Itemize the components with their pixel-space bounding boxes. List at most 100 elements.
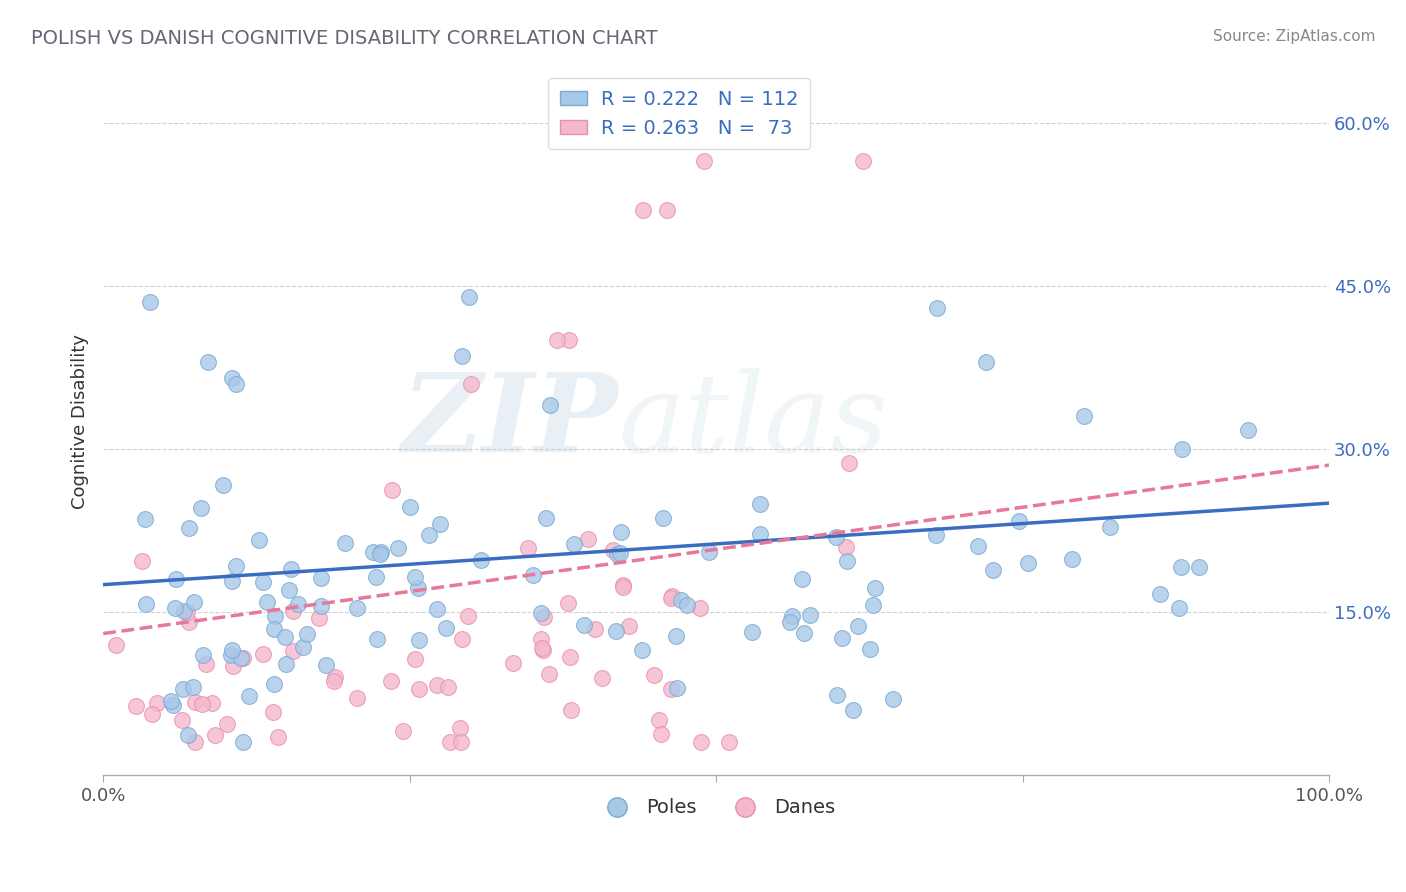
Point — [308, 611, 330, 625]
Point — [470, 552, 492, 566]
Point — [779, 615, 801, 629]
Point — [125, 699, 148, 714]
Point — [426, 677, 449, 691]
Point — [221, 643, 243, 657]
Point — [295, 626, 318, 640]
Point — [560, 650, 582, 665]
Point — [323, 674, 346, 689]
Point — [225, 376, 247, 391]
Point — [825, 530, 848, 544]
Point — [793, 626, 815, 640]
Point — [104, 638, 127, 652]
Point — [1060, 552, 1083, 566]
Point — [135, 597, 157, 611]
Point — [380, 674, 402, 689]
Point — [1167, 601, 1189, 615]
Point — [831, 631, 853, 645]
Point — [232, 735, 254, 749]
Point — [661, 589, 683, 603]
Point — [190, 500, 212, 515]
Point — [1171, 442, 1194, 456]
Point — [538, 667, 561, 681]
Point — [145, 696, 167, 710]
Point — [404, 570, 426, 584]
Point — [195, 657, 218, 671]
Point — [437, 680, 460, 694]
Point — [572, 618, 595, 632]
Point — [643, 667, 665, 681]
Point — [560, 703, 582, 717]
Y-axis label: Cognitive Disability: Cognitive Disability — [72, 334, 89, 509]
Point — [540, 398, 562, 412]
Point — [1149, 587, 1171, 601]
Point — [612, 580, 634, 594]
Point — [292, 640, 315, 654]
Point — [647, 713, 669, 727]
Point — [717, 735, 740, 749]
Point — [792, 572, 814, 586]
Point — [689, 600, 711, 615]
Point — [380, 483, 402, 498]
Point — [1073, 409, 1095, 424]
Point — [583, 622, 606, 636]
Point — [229, 651, 252, 665]
Point — [799, 607, 821, 622]
Point — [183, 595, 205, 609]
Point — [697, 545, 720, 559]
Text: atlas: atlas — [619, 368, 887, 475]
Point — [408, 682, 430, 697]
Point — [689, 735, 711, 749]
Point — [252, 647, 274, 661]
Point — [837, 554, 859, 568]
Point — [451, 350, 474, 364]
Point — [278, 582, 301, 597]
Point — [165, 572, 187, 586]
Point — [605, 624, 627, 638]
Text: POLISH VS DANISH COGNITIVE DISABILITY CORRELATION CHART: POLISH VS DANISH COGNITIVE DISABILITY CO… — [31, 29, 658, 47]
Point — [457, 609, 479, 624]
Point — [387, 541, 409, 556]
Point — [173, 604, 195, 618]
Point — [418, 528, 440, 542]
Point — [138, 295, 160, 310]
Point — [370, 547, 392, 561]
Point — [366, 570, 388, 584]
Point — [160, 693, 183, 707]
Point — [406, 581, 429, 595]
Point — [177, 615, 200, 630]
Point — [366, 632, 388, 647]
Point — [530, 641, 553, 656]
Point — [131, 554, 153, 568]
Point — [141, 706, 163, 721]
Point — [165, 600, 187, 615]
Point — [392, 724, 415, 739]
Point — [827, 688, 849, 702]
Point — [333, 536, 356, 550]
Point — [631, 643, 654, 657]
Point — [925, 301, 948, 315]
Point — [848, 619, 870, 633]
Point — [183, 735, 205, 749]
Point — [1237, 423, 1260, 437]
Point — [651, 511, 673, 525]
Point — [610, 524, 633, 539]
Point — [460, 376, 482, 391]
Point — [256, 595, 278, 609]
Point — [404, 652, 426, 666]
Point — [325, 670, 347, 684]
Point — [197, 355, 219, 369]
Point — [557, 596, 579, 610]
Point — [408, 632, 430, 647]
Point — [191, 697, 214, 711]
Text: ZIP: ZIP — [401, 368, 619, 475]
Point — [835, 540, 858, 554]
Point — [591, 671, 613, 685]
Point — [609, 546, 631, 560]
Point — [562, 537, 585, 551]
Point — [449, 721, 471, 735]
Point — [191, 648, 214, 663]
Point — [225, 559, 247, 574]
Point — [676, 599, 699, 613]
Point — [346, 690, 368, 705]
Point — [631, 202, 654, 217]
